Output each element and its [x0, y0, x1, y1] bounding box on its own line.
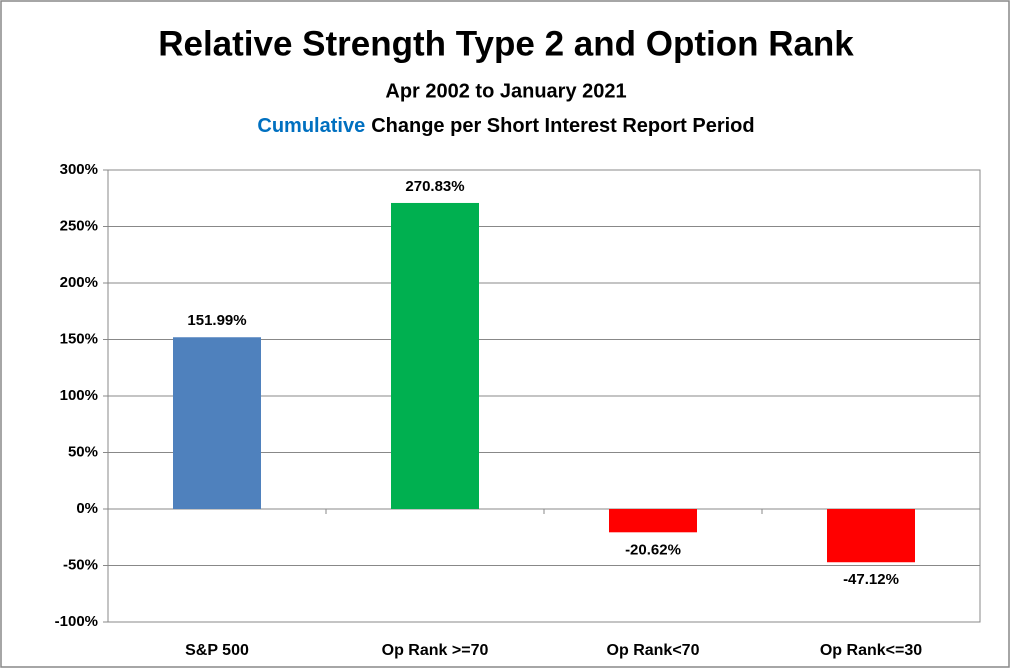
data-label: -47.12% — [843, 571, 899, 588]
subtitle-highlight: Cumulative — [257, 115, 365, 137]
x-tick-label: Op Rank<=30 — [820, 642, 922, 659]
y-tick-label: 100% — [60, 387, 98, 404]
y-tick-label: 250% — [60, 217, 98, 234]
x-tick-label: Op Rank >=70 — [382, 642, 489, 659]
y-tick-label: -100% — [55, 613, 98, 630]
bar — [609, 509, 697, 533]
data-label: 151.99% — [187, 312, 246, 329]
y-tick-label: -50% — [63, 556, 98, 573]
chart-subtitle-2: Cumulative Change per Short Interest Repo… — [257, 115, 754, 137]
x-tick-label: S&P 500 — [185, 642, 249, 659]
data-label: -20.62% — [625, 541, 681, 558]
bar — [173, 337, 261, 509]
chart-title: Relative Strength Type 2 and Option Rank — [158, 24, 854, 63]
bar — [827, 509, 915, 563]
data-label: 270.83% — [405, 178, 464, 195]
y-tick-label: 200% — [60, 274, 98, 291]
bar — [391, 202, 479, 509]
y-tick-label: 150% — [60, 330, 98, 347]
y-tick-label: 0% — [76, 500, 98, 517]
y-tick-label: 50% — [68, 443, 98, 460]
x-tick-label: Op Rank<70 — [607, 642, 700, 659]
subtitle-rest: Change per Short Interest Report Period — [371, 115, 754, 137]
chart-subtitle: Apr 2002 to January 2021 — [385, 80, 626, 102]
y-tick-label: 300% — [60, 161, 98, 178]
